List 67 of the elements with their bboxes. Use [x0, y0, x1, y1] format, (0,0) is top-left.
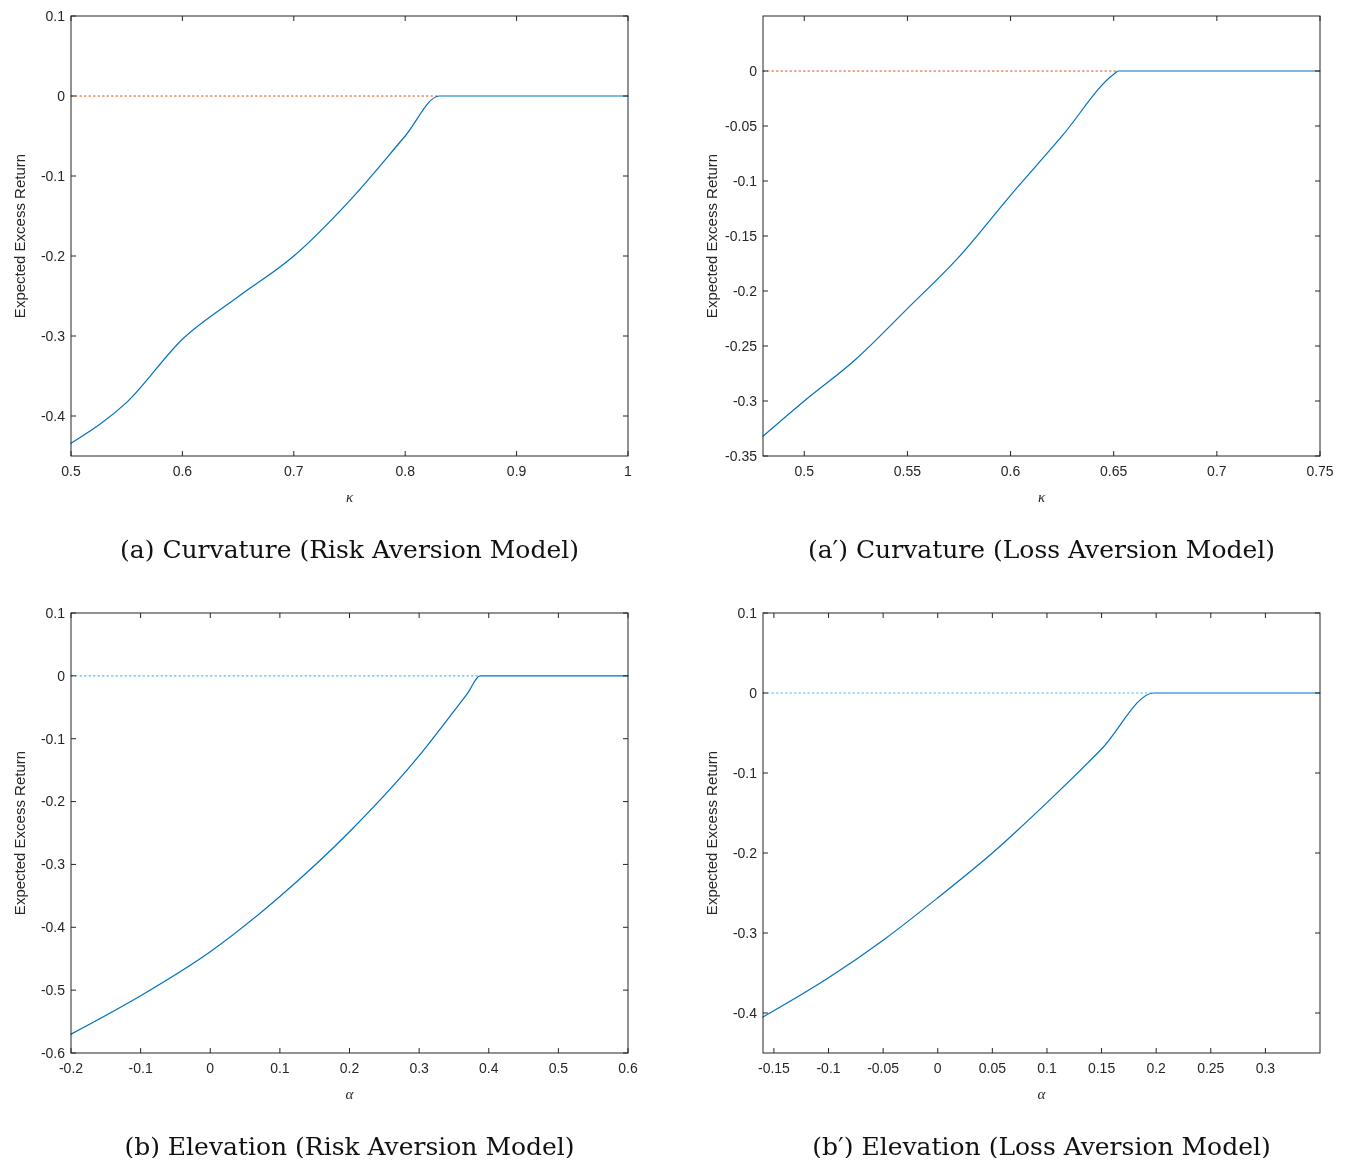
y-tick-label: -0.1 — [732, 172, 758, 189]
x-tick-label: 0.05 — [978, 1060, 1007, 1076]
y-tick-label: -0.3 — [40, 327, 66, 344]
y-tick-label: -0.4 — [40, 919, 66, 936]
x-tick-label: 0.6 — [618, 1060, 638, 1076]
y-tick-label: -0.3 — [732, 924, 758, 941]
y-tick-label: -0.2 — [40, 793, 66, 810]
x-tick-label: 0.5 — [794, 463, 815, 479]
x-tick-label: 0.1 — [1037, 1060, 1057, 1076]
y-tick-label: 0.1 — [45, 7, 66, 24]
y-tick-label: 0.1 — [737, 604, 758, 621]
y-tick-label: -0.4 — [732, 1004, 758, 1021]
x-tick-label: 1 — [624, 463, 633, 479]
x-tick-label: 0.6 — [1000, 463, 1021, 479]
x-axis-title: κ — [1037, 489, 1046, 505]
x-tick-label: -0.05 — [867, 1060, 900, 1076]
x-tick-label: 0.55 — [893, 463, 922, 479]
y-axis-title: Expected Excess Return — [11, 750, 28, 916]
text: (a) Curvature (Risk Aversion Model) — [120, 535, 579, 564]
y-tick-label: 0 — [749, 684, 758, 701]
x-tick-label: 0 — [206, 1060, 215, 1076]
x-axis-title: κ — [345, 489, 354, 505]
x-axis-title: α — [1037, 1086, 1047, 1102]
y-tick-label: -0.15 — [725, 227, 758, 244]
y-tick-label: -0.2 — [732, 844, 758, 861]
x-tick-label: 0.9 — [506, 463, 527, 479]
x-axis-title: α — [345, 1086, 355, 1102]
y-tick-label: 0 — [749, 62, 758, 79]
y-axis-title: Expected Excess Return — [703, 750, 720, 916]
y-tick-label: -0.5 — [40, 982, 66, 999]
x-tick-label: 0 — [933, 1060, 942, 1076]
y-axis-title: Expected Excess Return — [703, 153, 720, 319]
x-tick-label: 0.1 — [270, 1060, 290, 1076]
x-tick-label: 0.6 — [172, 463, 193, 479]
y-tick-label: -0.2 — [40, 247, 66, 264]
x-tick-label: 0.4 — [479, 1060, 499, 1076]
y-tick-label: -0.4 — [40, 407, 66, 424]
x-tick-label: 0.75 — [1306, 463, 1334, 479]
y-tick-label: -0.1 — [40, 730, 66, 747]
y-tick-label: -0.3 — [732, 392, 758, 409]
y-tick-label: -0.05 — [725, 117, 758, 134]
x-tick-label: 0.2 — [1146, 1060, 1167, 1076]
x-tick-label: 0.5 — [61, 463, 81, 479]
x-tick-label: 0.2 — [339, 1060, 360, 1076]
y-tick-label: -0.35 — [725, 447, 758, 464]
x-tick-label: 0.3 — [409, 1060, 430, 1076]
x-tick-label: 0.8 — [395, 463, 416, 479]
x-tick-label: 0.25 — [1197, 1060, 1225, 1076]
x-tick-label: 0.7 — [1207, 463, 1227, 479]
x-tick-label: 0.5 — [548, 1060, 569, 1076]
y-axis-title: Expected Excess Return — [11, 153, 28, 319]
y-tick-label: 0 — [57, 667, 66, 684]
y-tick-label: -0.1 — [732, 764, 758, 781]
y-tick-label: -0.25 — [725, 337, 758, 354]
x-tick-label: 0.15 — [1087, 1060, 1116, 1076]
x-tick-label: 0.3 — [1255, 1060, 1276, 1076]
x-tick-label: 0.65 — [1100, 463, 1128, 479]
y-tick-label: 0.1 — [45, 604, 66, 621]
x-tick-label: -0.1 — [816, 1060, 841, 1076]
x-tick-label: 0.7 — [284, 463, 304, 479]
y-tick-label: -0.2 — [732, 282, 758, 299]
y-tick-label: -0.3 — [40, 856, 66, 873]
text: (a′) Curvature (Loss Aversion Model) — [807, 535, 1276, 564]
y-tick-label: -0.1 — [40, 167, 66, 184]
y-tick-label: -0.6 — [40, 1044, 66, 1061]
x-tick-label: -0.1 — [128, 1060, 153, 1076]
y-tick-label: 0 — [57, 87, 66, 104]
